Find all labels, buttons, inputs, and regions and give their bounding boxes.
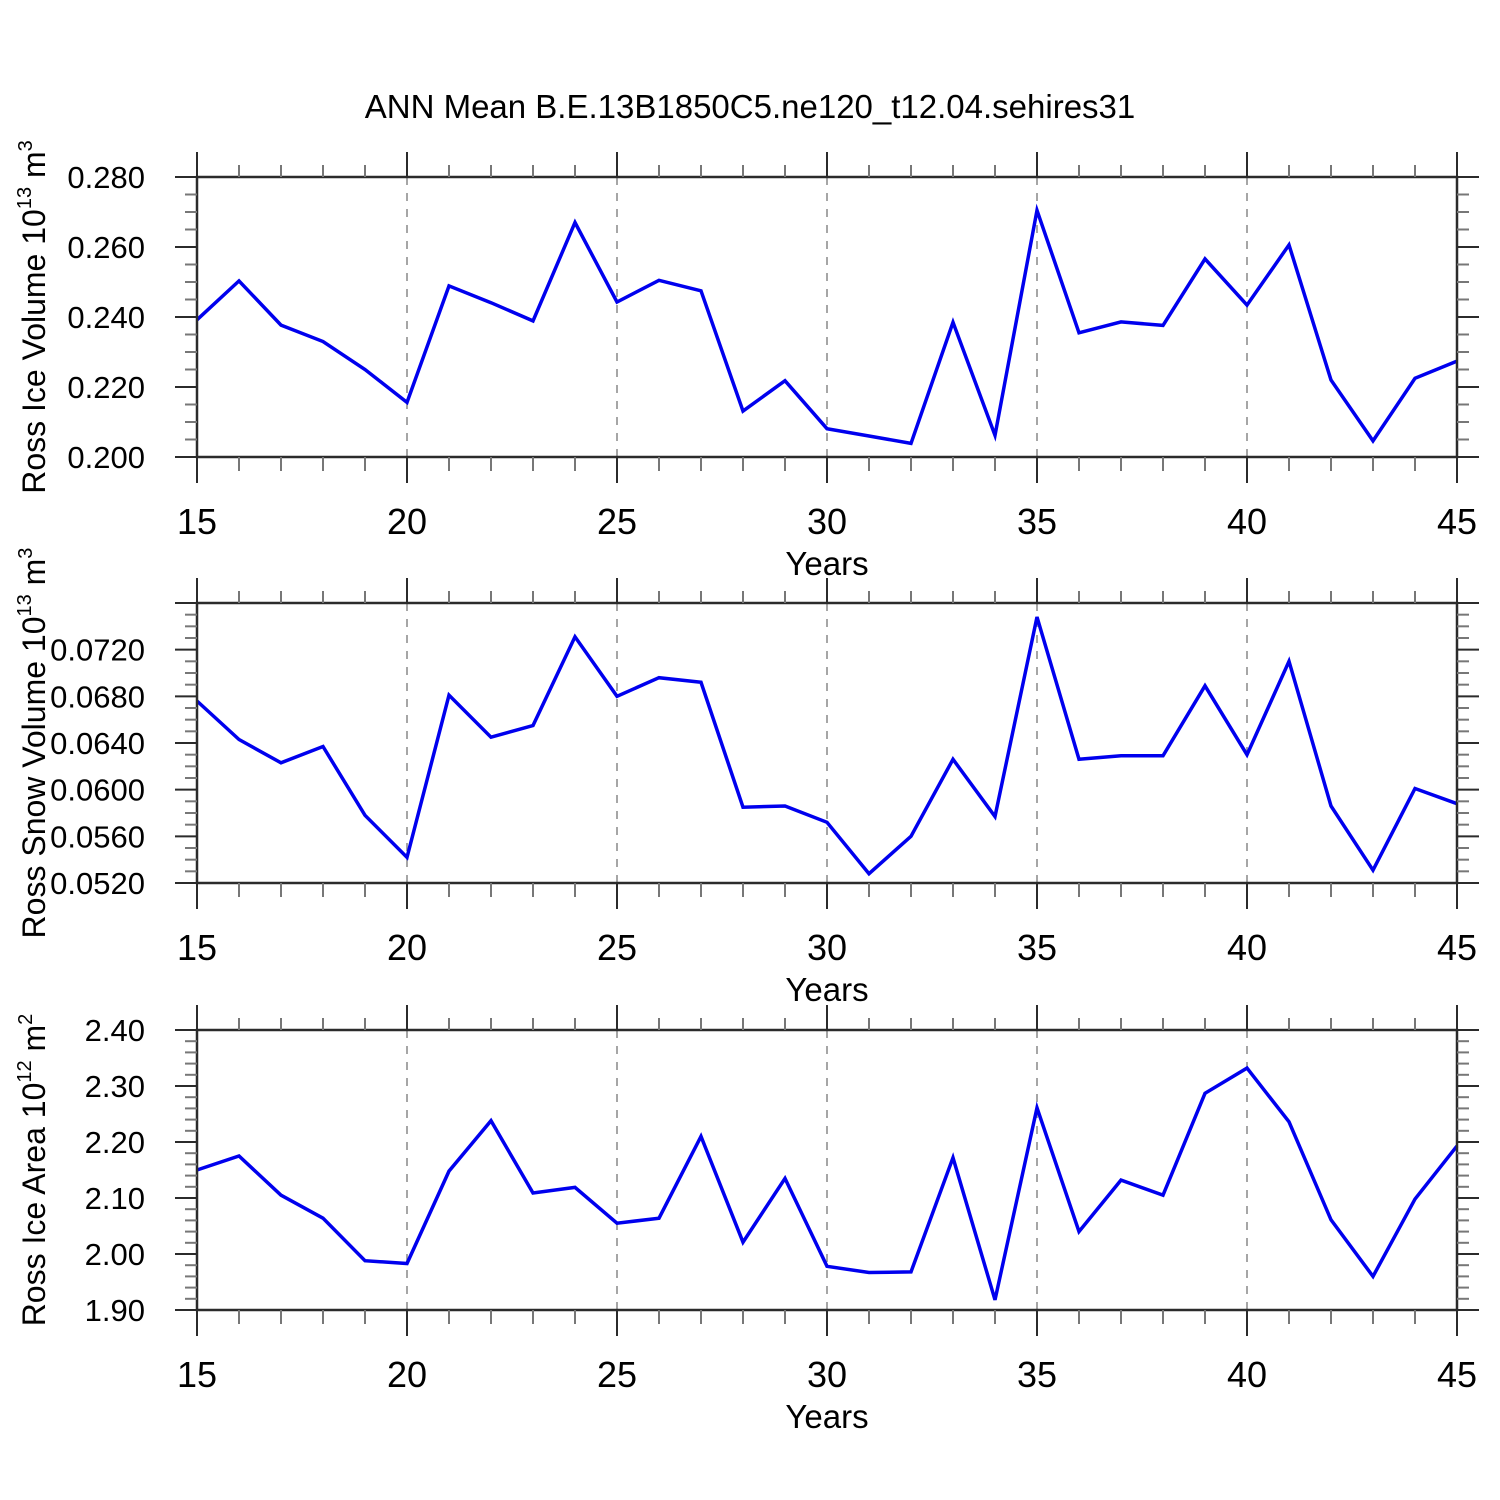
x-tick-label: 20 — [387, 501, 427, 542]
y-tick-label: 2.10 — [85, 1181, 145, 1216]
y-tick-label: 0.0600 — [50, 773, 145, 808]
x-tick-label: 25 — [597, 1354, 637, 1395]
x-tick-label: 30 — [807, 1354, 847, 1395]
x-tick-label: 35 — [1017, 927, 1057, 968]
x-tick-label: 20 — [387, 1354, 427, 1395]
y-axis-title: Ross Snow Volume 1013 m3 — [14, 548, 52, 939]
x-axis-title: Years — [785, 545, 868, 582]
x-tick-label: 35 — [1017, 501, 1057, 542]
ross-ice-area-line — [196, 1065, 1459, 1301]
x-tick-label: 45 — [1437, 927, 1477, 968]
y-tick-label: 2.00 — [85, 1237, 145, 1272]
ross-snow-volume-line — [195, 616, 1458, 877]
panel-ross-ice-area: 1.90 2.00 2.10 2.20 2.30 2.40 15 20 25 30 35 40 45 Ye… — [14, 1005, 1479, 1435]
y-tick-label: 0.0560 — [50, 819, 145, 854]
x-tick-label: 45 — [1437, 501, 1477, 542]
x-tick-label: 45 — [1437, 1354, 1477, 1395]
ross-snow-volume-frame — [195, 601, 1459, 885]
x-tick-label: 15 — [177, 501, 217, 542]
y-axis-title: Ross Ice Volume 1013 m3 — [14, 140, 52, 494]
y-tick-label: 0.200 — [67, 440, 145, 475]
y-tick-label: 0.0640 — [50, 726, 145, 761]
x-tick-label: 25 — [597, 501, 637, 542]
x-tick-label: 30 — [807, 927, 847, 968]
x-tick-label: 40 — [1227, 1354, 1267, 1395]
y-tick-label: 0.0720 — [50, 633, 145, 668]
y-tick-label: 0.220 — [67, 370, 145, 405]
x-tick-label: 40 — [1227, 927, 1267, 968]
x-tick-label: 30 — [807, 501, 847, 542]
x-tick-label: 20 — [387, 927, 427, 968]
y-tick-label: 0.240 — [67, 300, 145, 335]
y-tick-label: 2.40 — [85, 1013, 145, 1048]
x-tick-label: 40 — [1227, 501, 1267, 542]
panel-ross-snow-volume: 0.0520 0.0560 0.0600 0.0640 0.0680 0.0720 15 20… — [14, 548, 1479, 1008]
x-axis-title: Years — [785, 971, 868, 1008]
y-tick-label: 0.280 — [67, 160, 145, 195]
y-tick-label: 0.0520 — [50, 866, 145, 901]
plot-title: ANN Mean B.E.13B1850C5.ne120_t12.04.sehi… — [365, 88, 1136, 125]
x-tick-label: 35 — [1017, 1354, 1057, 1395]
y-tick-label: 0.260 — [67, 230, 145, 265]
x-tick-label: 25 — [597, 927, 637, 968]
y-tick-label: 0.0680 — [50, 679, 145, 714]
panels: 0.200 0.220 0.240 0.260 0.280 15 20 25 30 35 40 45 Y… — [14, 140, 1479, 1435]
x-tick-label: 15 — [177, 1354, 217, 1395]
ross-ice-volume-line — [195, 203, 1458, 446]
ross-ice-volume-frame — [195, 175, 1459, 459]
y-tick-label: 2.20 — [85, 1125, 145, 1160]
y-tick-label: 2.30 — [85, 1069, 145, 1104]
panel-ross-ice-volume: 0.200 0.220 0.240 0.260 0.280 15 20 25 30 35 40 45 Y… — [14, 140, 1479, 582]
y-axis-title: Ross Ice Area 1012 m2 — [14, 1014, 52, 1327]
x-tick-label: 15 — [177, 927, 217, 968]
y-tick-label: 1.90 — [85, 1293, 145, 1328]
x-axis-title: Years — [785, 1398, 868, 1435]
